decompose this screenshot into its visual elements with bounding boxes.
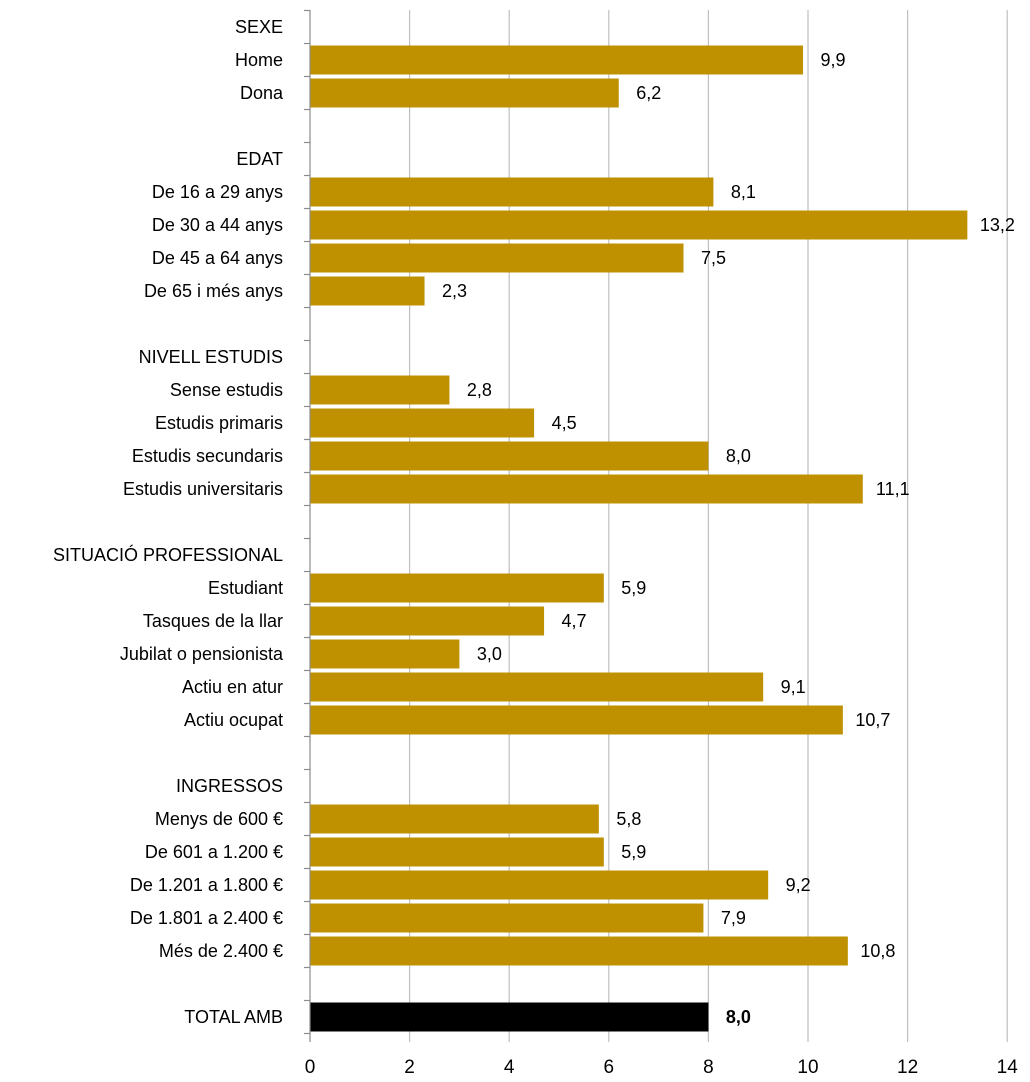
bar-actiu-ocupat xyxy=(310,705,843,735)
bar-mes-de-2-400 xyxy=(310,936,848,966)
category-label: Sense estudis xyxy=(170,380,283,400)
x-tick-label: 6 xyxy=(604,1057,615,1078)
bar-menys-de-600 xyxy=(310,804,599,834)
bar-estudis-secundaris xyxy=(310,441,709,471)
category-label: Estudis secundaris xyxy=(132,446,283,466)
data-label: 5,9 xyxy=(621,578,646,598)
bar-total xyxy=(310,1002,709,1032)
category-label: Estudis universitaris xyxy=(123,479,283,499)
category-label: TOTAL AMB xyxy=(184,1007,283,1027)
data-label: 9,2 xyxy=(786,875,811,895)
category-label: De 45 a 64 anys xyxy=(152,248,283,268)
data-label: 10,7 xyxy=(855,710,890,730)
category-label: Actiu en atur xyxy=(182,677,283,697)
group-header-ingressos: INGRESSOS xyxy=(176,776,283,796)
bar-de-601-a-1-200 xyxy=(310,837,604,867)
bar-estudis-primaris xyxy=(310,408,535,438)
data-label: 2,8 xyxy=(467,380,492,400)
data-label: 7,5 xyxy=(701,248,726,268)
data-label: 7,9 xyxy=(721,908,746,928)
bar-jubilat-o-pensionista xyxy=(310,639,460,669)
x-tick-label: 12 xyxy=(897,1057,918,1078)
data-label: 3,0 xyxy=(477,644,502,664)
group-header-edat: EDAT xyxy=(236,149,283,169)
x-tick-label: 14 xyxy=(997,1057,1019,1078)
category-label: De 30 a 44 anys xyxy=(152,215,283,235)
bar-estudiant xyxy=(310,573,604,603)
category-label: Dona xyxy=(240,83,284,103)
x-tick-label: 10 xyxy=(797,1057,818,1078)
group-header-nivell-estudis: NIVELL ESTUDIS xyxy=(139,347,283,367)
category-label: De 65 i més anys xyxy=(144,281,283,301)
category-axis xyxy=(304,9,311,1042)
x-tick-label: 0 xyxy=(305,1057,316,1078)
bars xyxy=(310,45,968,1032)
data-label: 4,7 xyxy=(562,611,587,631)
bar-estudis-universitaris xyxy=(310,474,863,504)
category-label: Estudis primaris xyxy=(155,413,283,433)
bar-de-1-801-a-2-400 xyxy=(310,903,704,933)
data-label: 8,1 xyxy=(731,182,756,202)
category-label: De 16 a 29 anys xyxy=(152,182,283,202)
category-label: Home xyxy=(235,50,283,70)
bar-actiu-en-atur xyxy=(310,672,764,702)
bar-tasques-de-la-llar xyxy=(310,606,545,636)
bar-home xyxy=(310,45,804,75)
group-header-sexe: SEXE xyxy=(235,17,283,37)
data-label: 5,9 xyxy=(621,842,646,862)
data-label-total: 8,0 xyxy=(726,1007,751,1027)
bar-dona xyxy=(310,78,619,108)
category-label: Menys de 600 € xyxy=(155,809,283,829)
category-label: Actiu ocupat xyxy=(184,710,283,730)
group-header-situacio-professional: SITUACIÓ PROFESSIONAL xyxy=(53,544,283,565)
x-tick-labels: 0 2 4 6 8 10 12 14 xyxy=(305,1057,1018,1078)
data-label: 9,9 xyxy=(821,50,846,70)
category-label: Jubilat o pensionista xyxy=(120,644,284,664)
x-tick-label: 8 xyxy=(703,1057,714,1078)
data-label: 9,1 xyxy=(781,677,806,697)
category-label: Tasques de la llar xyxy=(143,611,283,631)
category-label: De 1.801 a 2.400 € xyxy=(130,908,283,928)
category-label: Més de 2.400 € xyxy=(159,941,283,961)
category-label: De 1.201 a 1.800 € xyxy=(130,875,283,895)
data-label: 10,8 xyxy=(860,941,895,961)
data-label: 4,5 xyxy=(552,413,577,433)
value-labels: 9,9 6,2 8,1 13,2 7,5 2,3 2,8 4,5 8,0 11,1 5,9 4,7 3,… xyxy=(442,50,1015,1027)
category-labels: SEXE Home Dona EDAT De 16 a 29 anys De 30 a 4… xyxy=(53,17,284,1027)
bar-de-65-i-mes-anys xyxy=(310,276,425,306)
x-tick-label: 4 xyxy=(504,1057,515,1078)
data-label: 2,3 xyxy=(442,281,467,301)
category-label: De 601 a 1.200 € xyxy=(145,842,283,862)
x-tick-label: 2 xyxy=(404,1057,415,1078)
data-label: 11,1 xyxy=(876,479,910,499)
data-label: 6,2 xyxy=(636,83,661,103)
category-label: Estudiant xyxy=(208,578,283,598)
bar-sense-estudis xyxy=(310,375,450,405)
bar-de-1-201-a-1-800 xyxy=(310,870,769,900)
data-label: 8,0 xyxy=(726,446,751,466)
bar-de-16-a-29-anys xyxy=(310,177,714,207)
bar-de-45-a-64-anys xyxy=(310,243,684,273)
data-label: 13,2 xyxy=(980,215,1015,235)
data-label: 5,8 xyxy=(616,809,641,829)
bar-de-30-a-44-anys xyxy=(310,210,968,240)
